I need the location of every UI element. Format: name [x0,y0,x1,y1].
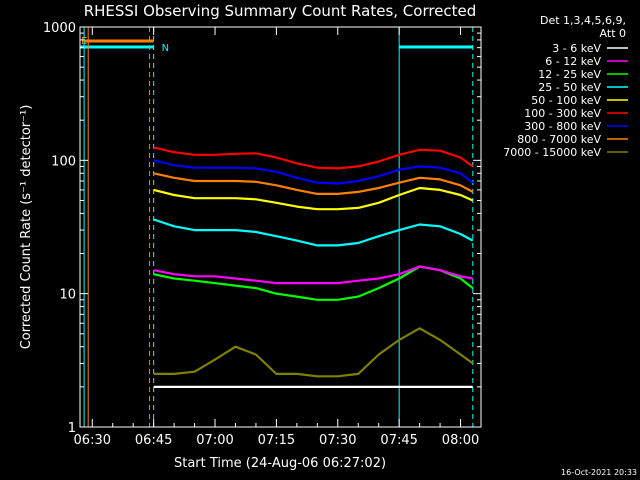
x-axis-label: Start Time (24-Aug-06 06:27:02) [174,456,386,471]
legend-label-25-50-kev: 25 - 50 keV [538,81,601,94]
x-tick-label-0645: 06:45 [135,433,172,448]
series-line-6-12-kev [153,265,473,285]
axes: 1 10 100 1000 06:30 06:45 07:00 07:15 07:30 07:45… [43,21,482,448]
y-axis-label: Corrected Count Rate (s⁻¹ detector⁻¹) [19,105,34,350]
series-line-25-50-kev [153,218,474,247]
series-line-300-800-kev [153,159,474,185]
series-line-100-300-kev [153,146,474,170]
legend-label-300-800-kev: 300 - 800 keV [524,120,601,133]
y-tick-label-10: 10 [59,288,76,303]
plot-frame [79,26,482,428]
legend-label-7000-15000-kev: 7000 - 15000 keV [503,146,601,159]
x-tick-label-0700: 07:00 [196,433,233,448]
series-line-50-100-kev [153,186,474,211]
legend-header-line-1: Det 1,3,4,5,6,9, [540,14,626,27]
y-tick-label-100: 100 [51,154,76,169]
legend-header-line-2: Att 0 [600,27,626,40]
legend-label-12-25-kev: 12 - 25 keV [538,68,601,81]
x-tick-label-0800: 08:00 [442,433,479,448]
plot-area: EN [80,27,474,427]
legend-label-3-6-kev: 3 - 6 keV [552,42,601,55]
series-line-800-7000-kev [153,172,474,195]
legend-label-50-100-kev: 50 - 100 keV [531,94,601,107]
x-tick-label-0745: 07:45 [380,433,417,448]
render-timestamp: 16-Oct-2021 20:33 [561,468,637,477]
x-tick-label-0730: 07:30 [319,433,356,448]
y-tick-label-1000: 1000 [43,21,76,36]
legend-label-100-300-kev: 100 - 300 keV [524,107,601,120]
series-line-7000-15000-kev [153,327,474,378]
x-tick-label-0715: 07:15 [258,433,295,448]
y-tick-label-1: 1 [68,421,76,436]
x-tick-label-0630: 06:30 [74,433,111,448]
flag-label-n: N [162,43,169,54]
legend-label-6-12-kev: 6 - 12 keV [545,55,601,68]
chart-title: RHESSI Observing Summary Count Rates, Co… [84,2,477,20]
legend-label-800-7000-kev: 800 - 7000 keV [517,133,601,146]
